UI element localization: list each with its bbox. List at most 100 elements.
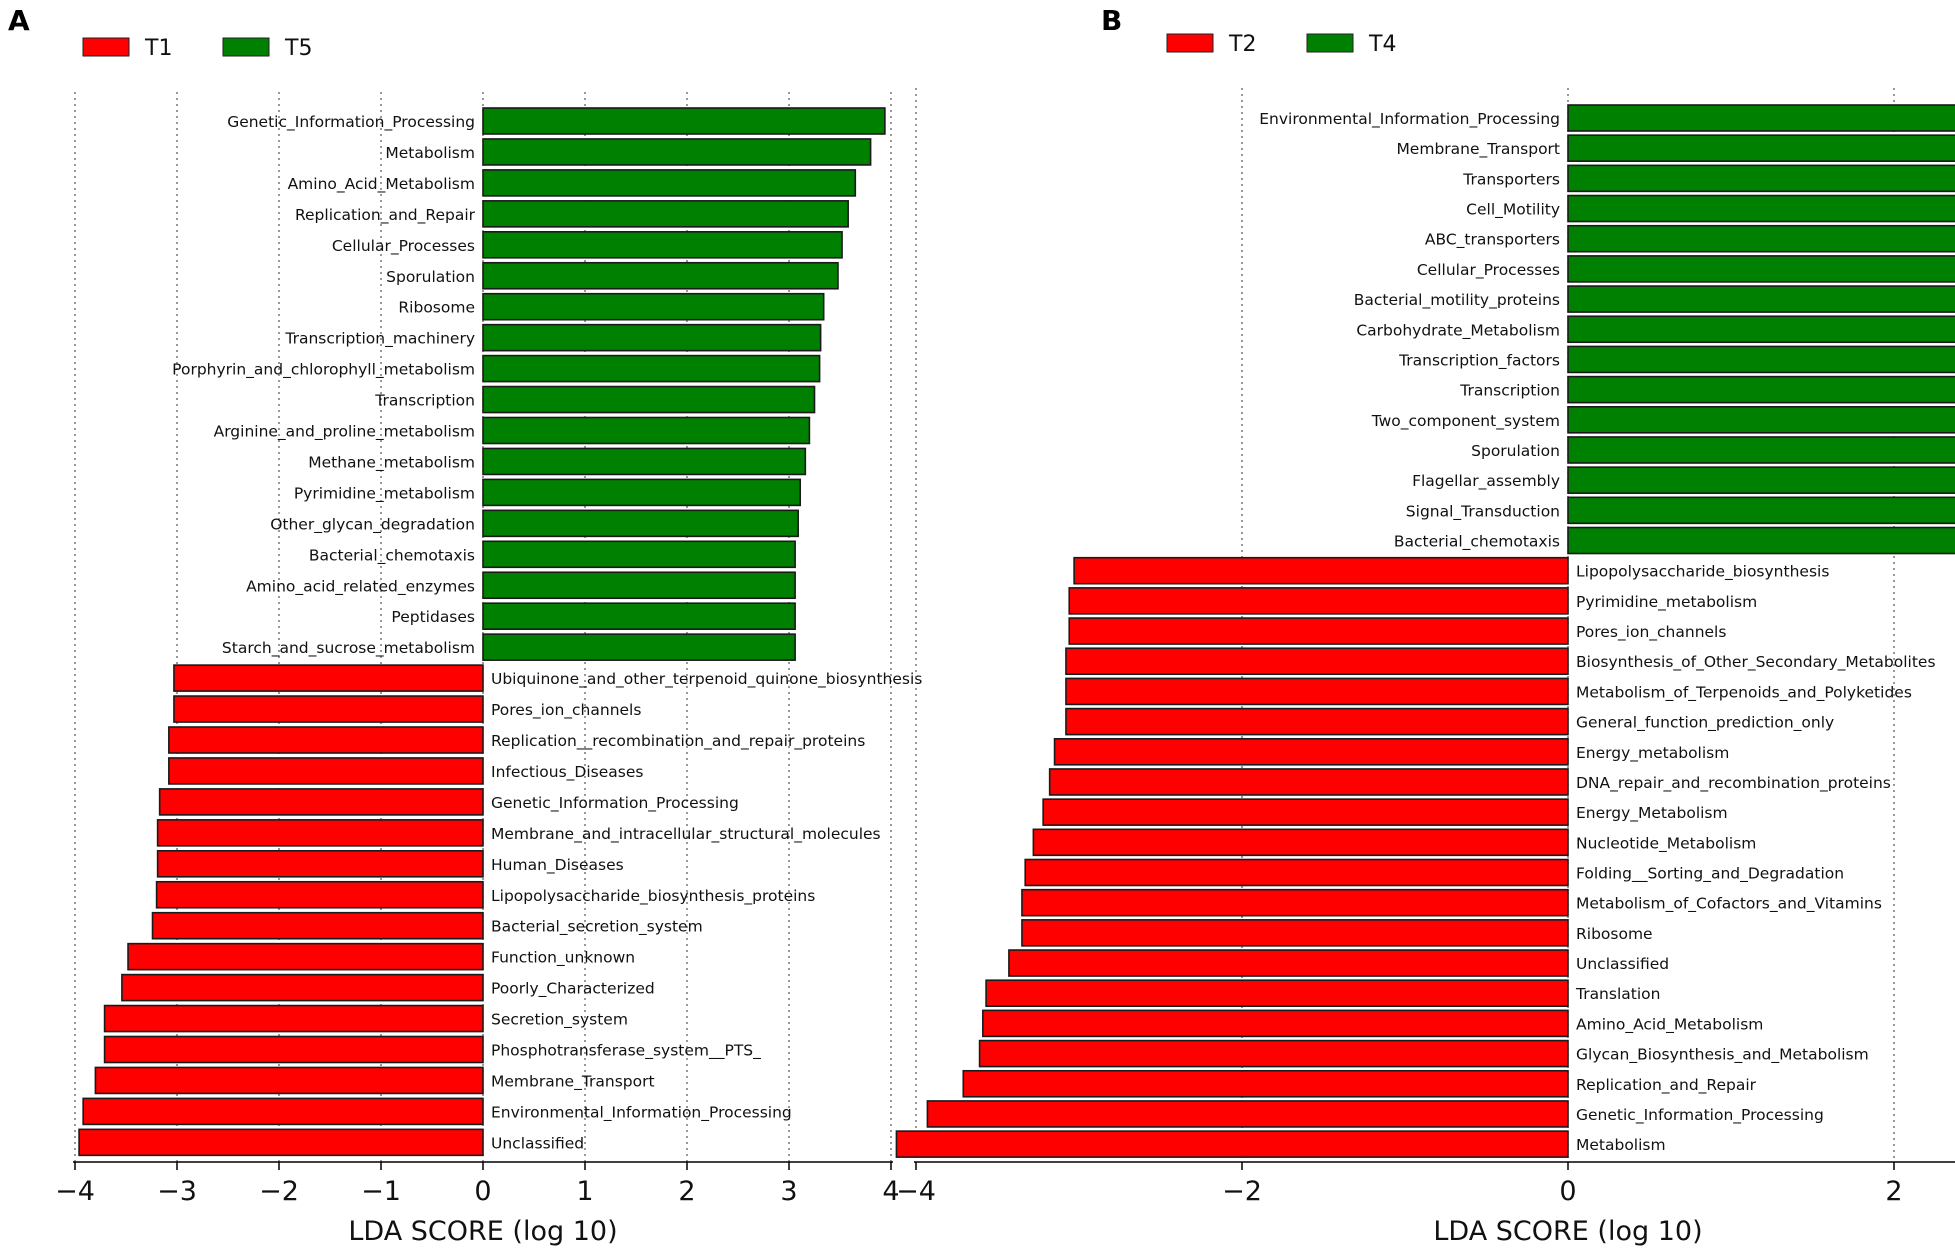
bar-label: Secretion_system xyxy=(491,1011,628,1030)
bar-t2 xyxy=(926,1100,1569,1128)
bar-t1 xyxy=(168,757,484,785)
bar-label: Bacterial_secretion_system xyxy=(491,918,703,937)
bar-label: Flagellar_assembly xyxy=(1412,472,1560,491)
x-axis-title: LDA SCORE (log 10) xyxy=(1433,1216,1702,1247)
bar-t5 xyxy=(482,385,816,414)
bar-label: Cellular_Processes xyxy=(1417,261,1560,280)
bar-label: Lipopolysaccharide_biosynthesis_proteins xyxy=(491,887,815,906)
bar-t5 xyxy=(482,447,807,476)
x-tick-label: 4 xyxy=(882,1176,899,1207)
x-tick-label: 1 xyxy=(576,1176,593,1207)
bar-label: Replication_and_Repair xyxy=(295,206,476,225)
panel-letter-a: A xyxy=(8,4,30,37)
bar-label: Transcription xyxy=(374,392,475,410)
bar-t2 xyxy=(1068,587,1569,615)
bar-t2 xyxy=(985,979,1569,1008)
bar-label: Genetic_Information_Processing xyxy=(1576,1106,1824,1125)
bar-label: Other_glycan_degradation xyxy=(270,515,475,534)
bar-t5 xyxy=(482,416,811,445)
bar-label: Lipopolysaccharide_biosynthesis xyxy=(1576,563,1829,582)
bar-t4 xyxy=(1567,315,1955,344)
bar-label: Ubiquinone_and_other_terpenoid_quinone_b… xyxy=(491,670,922,689)
bar-label: Methane_metabolism xyxy=(308,453,475,472)
bar-t1 xyxy=(156,849,484,878)
bar-t5 xyxy=(482,200,849,228)
bar-t5 xyxy=(482,540,796,569)
bar-t2 xyxy=(1021,919,1569,947)
x-tick-label: 2 xyxy=(1885,1176,1902,1207)
bar-t4 xyxy=(1567,134,1955,162)
bar-label: Transporters xyxy=(1462,170,1560,188)
bar-label: General_function_prediction_only xyxy=(1576,714,1834,733)
bar-label: Metabolism_of_Cofactors_and_Vitamins xyxy=(1576,895,1882,914)
bar-t2 xyxy=(1021,888,1569,917)
bar-label: Metabolism xyxy=(1576,1136,1666,1154)
x-axis-title: LDA SCORE (log 10) xyxy=(348,1216,617,1247)
bar-label: Pyrimidine_metabolism xyxy=(1576,593,1757,612)
bar-t2 xyxy=(1065,707,1569,736)
bar-label: Transcription_factors xyxy=(1398,351,1560,370)
x-tick-label: −1 xyxy=(361,1176,401,1207)
bar-t2 xyxy=(1024,858,1569,887)
bar-t2 xyxy=(1065,677,1569,706)
bar-label: Transcription_machinery xyxy=(284,330,475,349)
bar-label: Energy_metabolism xyxy=(1576,744,1729,763)
bar-t2 xyxy=(978,1039,1569,1068)
bar-t1 xyxy=(173,695,484,723)
x-tick-label: 0 xyxy=(1559,1176,1576,1207)
bar-t4 xyxy=(1567,345,1955,374)
bar-t5 xyxy=(482,633,796,661)
x-tick-label: −4 xyxy=(896,1176,936,1207)
bar-label: Environmental_Information_Processing xyxy=(491,1103,792,1122)
bar-t2 xyxy=(1053,737,1569,766)
bar-t5 xyxy=(482,138,872,166)
bar-label: Amino_Acid_Metabolism xyxy=(288,175,475,194)
bar-label: DNA_repair_and_recombination_proteins xyxy=(1576,774,1891,793)
bar-label: Unclassified xyxy=(491,1134,584,1152)
bar-label: Glycan_Biosynthesis_and_Metabolism xyxy=(1576,1046,1869,1065)
bar-t4 xyxy=(1567,526,1955,555)
bar-t1 xyxy=(103,1035,484,1064)
panel-b-chart: B T2 T4 Environmental_Information_Processin… xyxy=(895,4,1955,1247)
legend-swatch-t5 xyxy=(222,37,270,57)
legend-label-t5: T5 xyxy=(284,36,312,61)
bar-label: Translation xyxy=(1575,985,1660,1003)
legend-swatch-t2 xyxy=(1166,33,1214,53)
bar-label: Nucleotide_Metabolism xyxy=(1576,834,1756,853)
bar-label: Transcription xyxy=(1459,382,1560,400)
bar-t1 xyxy=(173,664,484,692)
bar-label: Human_Diseases xyxy=(491,856,624,875)
bar-t2 xyxy=(1008,949,1569,977)
bar-t4 xyxy=(1567,255,1955,283)
bar-label: Environmental_Information_Processing xyxy=(1259,110,1560,129)
bar-label: Unclassified xyxy=(1576,955,1669,973)
bar-t4 xyxy=(1567,104,1955,132)
bar-label: Starch_and_sucrose_metabolism xyxy=(222,639,475,658)
bar-label: ABC_transporters xyxy=(1425,231,1560,250)
bar-t5 xyxy=(482,509,799,538)
bar-t4 xyxy=(1567,466,1955,494)
bar-t5 xyxy=(482,261,839,290)
bar-t4 xyxy=(1567,375,1955,404)
legend-swatch-t1 xyxy=(82,37,130,57)
bar-t2 xyxy=(895,1130,1569,1158)
bar-t2 xyxy=(1073,556,1569,585)
bar-label: Ribosome xyxy=(1576,925,1653,943)
bar-t2 xyxy=(962,1069,1569,1098)
bar-t4 xyxy=(1567,285,1955,313)
bar-label: Function_unknown xyxy=(491,949,635,968)
x-tick-label: −4 xyxy=(55,1176,95,1207)
bar-label: Pores_ion_channels xyxy=(1576,623,1726,642)
bar-label: Sporulation xyxy=(386,268,475,286)
bar-label: Peptidases xyxy=(391,608,475,626)
bar-label: Energy_Metabolism xyxy=(1576,804,1728,823)
bar-label: Phosphotransferase_system__PTS_ xyxy=(491,1042,761,1061)
bar-t1 xyxy=(127,942,484,971)
bar-label: Membrane_Transport xyxy=(491,1072,655,1091)
bar-label: Arginine_and_proline_metabolism xyxy=(214,423,475,442)
bar-label: Cellular_Processes xyxy=(332,237,475,256)
bar-label: Replication__recombination_and_repair_pr… xyxy=(491,732,865,751)
panel-a-chart: A T1 T5 Genetic_Information_Processing Metab… xyxy=(8,4,922,1247)
bar-label: Two_component_system xyxy=(1371,412,1560,431)
bar-t1 xyxy=(121,973,484,1002)
